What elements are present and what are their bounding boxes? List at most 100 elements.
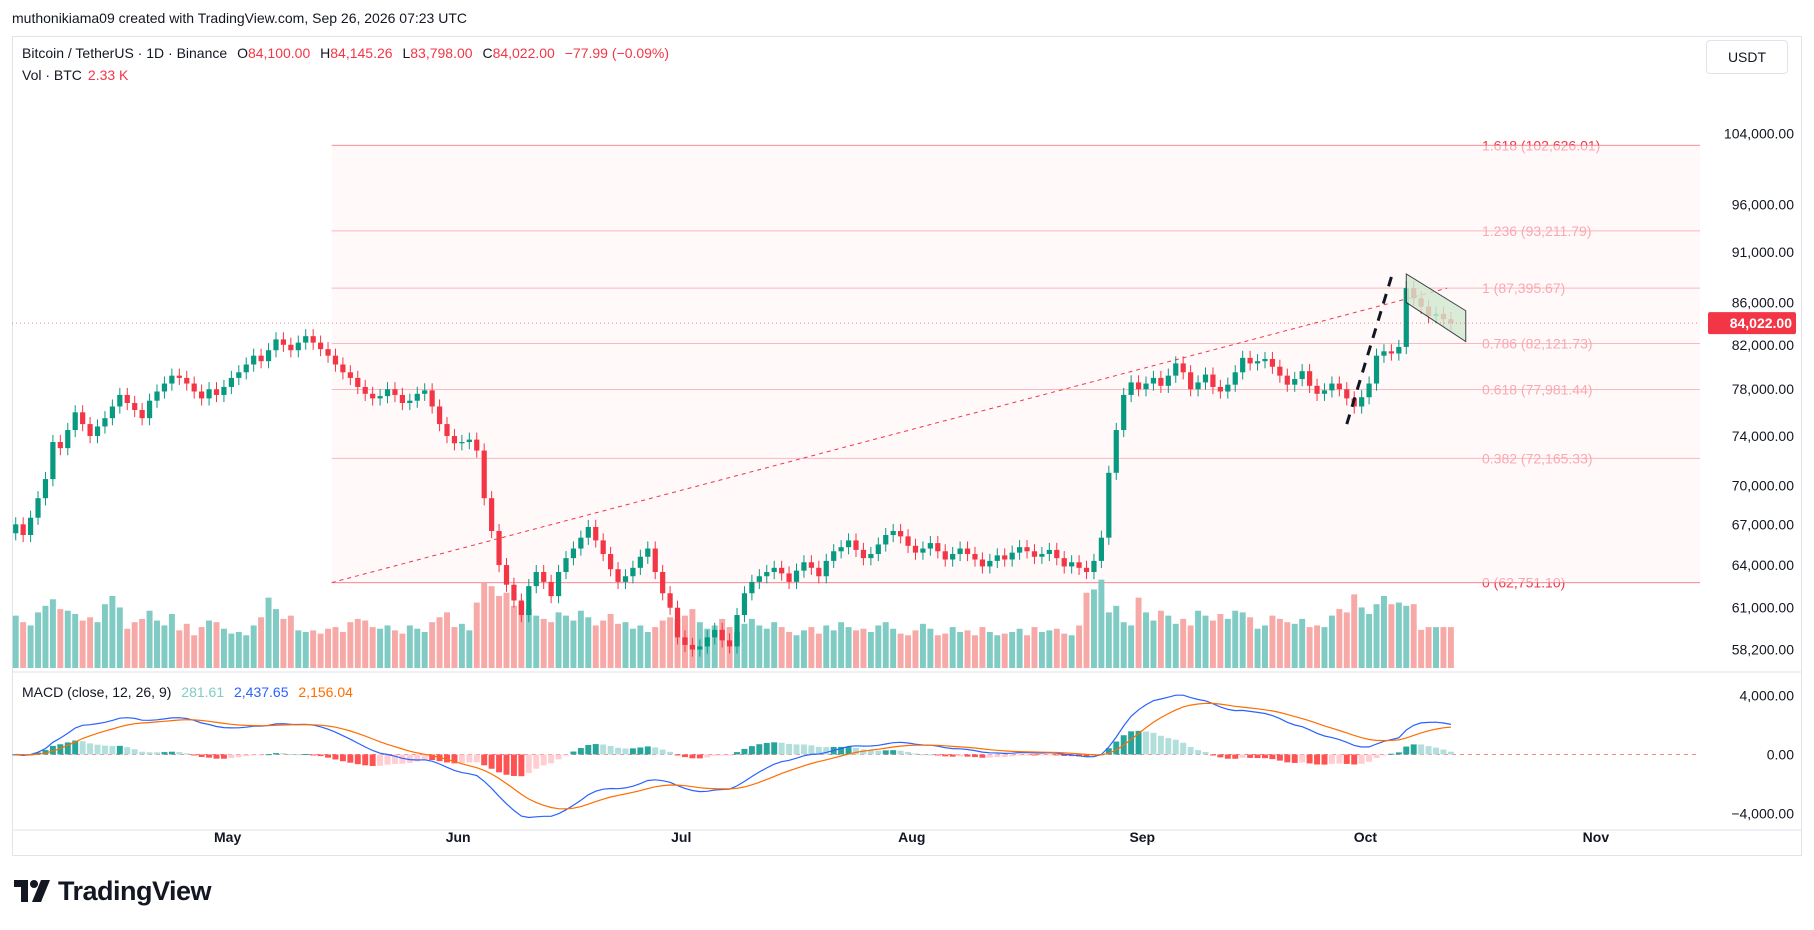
candle-body [1091,560,1097,573]
macd-hist-bar [853,747,859,755]
macd-hist-bar [1343,754,1350,764]
macd-hist-bar [64,742,71,755]
volume-bar [1157,610,1164,668]
macd-hist-bar [273,753,279,755]
volume-bar [1380,596,1387,668]
volume-bar [265,597,272,668]
candle-body [533,572,539,587]
macd-hist-bar [667,751,674,755]
price-axis-label: 82,000.00 [1732,337,1794,353]
tradingview-logo[interactable]: TradingView [14,876,212,906]
macd-hist-bar [957,754,964,757]
candle-body [489,498,495,531]
candle-body [1277,366,1283,376]
volume-bar [1284,622,1291,668]
candle-body [459,442,465,444]
candle-body [779,567,785,574]
candle-body [950,554,956,560]
candle-body [407,400,413,404]
macd-hist-bar [510,754,517,776]
candle-body [1396,346,1402,354]
volume-bar [1403,605,1410,668]
volume-bar [451,627,458,668]
volume-bar [986,632,993,668]
price-axis-label: 78,000.00 [1732,381,1794,397]
volume-bar [548,622,555,668]
volume-bar [919,623,926,668]
macd-hist-bar [49,745,56,755]
volume-bar [436,617,443,668]
volume-bar [310,630,317,668]
volume-bar [525,609,532,668]
volume-bar [1009,632,1016,668]
volume-bar [1187,625,1194,668]
candle-body [1232,372,1238,385]
macd-hist-bar [994,754,1001,758]
candle-body [719,629,725,641]
candle-body [987,560,993,567]
price-axis-label: 74,000.00 [1732,428,1794,444]
macd-hist-bar [756,744,763,755]
macd-hist-bar [1202,751,1209,755]
candle-body [474,439,480,451]
macd-hist-bar [1217,754,1224,758]
volume-bar [273,609,279,668]
macd-hist-bar [793,744,800,755]
candle-body [496,530,502,566]
volume-bar [1113,605,1120,668]
macd-hist-bar [637,747,644,755]
candle-body [20,524,26,536]
volume-bar [1291,623,1298,668]
macd-hist-bar [496,754,503,773]
volume-bar [1001,633,1008,668]
macd-hist-bar [563,754,569,756]
macd-hist-bar [1031,754,1038,756]
macd-hist-bar [1328,754,1335,764]
price-axis-label: 67,000.00 [1732,516,1794,532]
currency-button[interactable]: USDT [1706,40,1788,74]
candle-body [176,375,182,378]
price-chart[interactable]: 0 (62,751.10)0.382 (72,165.33)0.618 (77,… [0,0,1814,870]
volume-bar [912,630,919,668]
volume-bar [659,620,666,668]
volume-bar [458,623,465,668]
volume-bar [1328,615,1335,668]
candle-body [481,450,487,499]
volume-bar [168,614,175,668]
macd-hist-bar [1239,754,1246,758]
volume-bar [339,632,346,668]
volume-bar [79,620,86,668]
macd-hist-bar [652,747,659,755]
volume-bar [1276,618,1283,668]
volume-bar [250,625,257,668]
candle-body [555,572,562,597]
time-axis-label: Jun [446,829,471,845]
candle-body [295,342,301,351]
candle-body [1173,363,1179,376]
macd-title[interactable]: MACD (close, 12, 26, 9) [22,684,172,700]
candle-body [161,383,168,392]
volume-bar [20,622,27,668]
volume-label[interactable]: Vol · BTC [22,67,82,83]
volume-bar [191,635,198,668]
volume-bar [1314,625,1321,668]
candle-body [1143,383,1149,390]
macd-hist-bar [555,754,562,760]
candle-body [1121,394,1127,431]
volume-bar [228,633,235,668]
macd-hist-bar [287,754,294,756]
volume-bar [332,627,339,668]
volume-bar [12,615,19,668]
macd-hist-bar [87,743,94,755]
symbol-title[interactable]: Bitcoin / TetherUS · 1D · Binance [22,45,228,61]
macd-hist-bar [890,750,897,755]
volume-bar [1090,589,1097,668]
candle-body [251,355,257,365]
candle-body [1158,377,1164,386]
volume-bar [1024,635,1031,668]
macd-hist-bar [1403,746,1410,755]
macd-hist-bar [1358,754,1365,764]
macd-hist-bar [280,753,287,755]
volume-bar [853,630,859,668]
volume-bar [1358,607,1365,668]
